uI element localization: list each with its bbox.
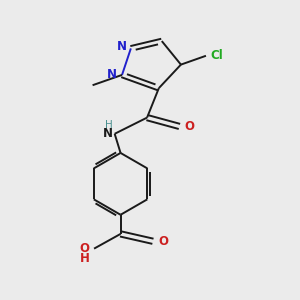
Text: H: H xyxy=(80,252,90,266)
Text: O: O xyxy=(80,242,90,255)
Text: Cl: Cl xyxy=(210,49,223,62)
Text: N: N xyxy=(103,127,113,140)
Text: O: O xyxy=(158,235,168,248)
Text: N: N xyxy=(117,40,127,53)
Text: O: O xyxy=(185,120,195,133)
Text: H: H xyxy=(105,120,113,130)
Text: N: N xyxy=(107,68,117,81)
